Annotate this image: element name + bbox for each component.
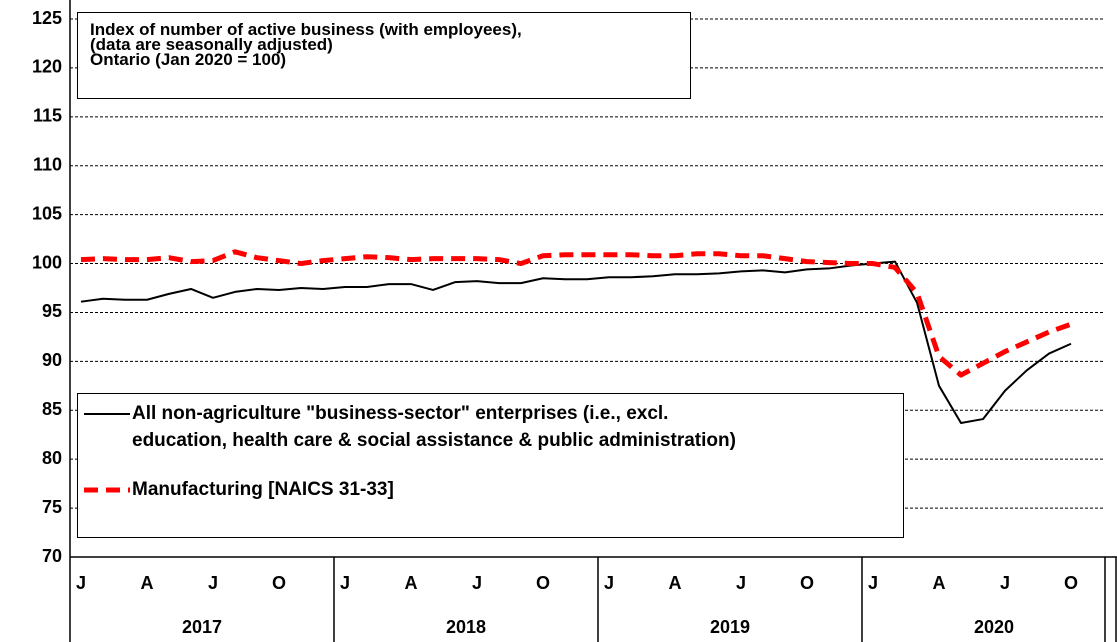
year-label: 2017	[182, 617, 222, 637]
y-tick-label: 85	[42, 399, 62, 419]
x-tick-label: J	[208, 573, 218, 593]
y-tick-label: 70	[42, 546, 62, 566]
y-tick-label: 125	[32, 8, 62, 28]
x-tick-label: O	[1064, 573, 1078, 593]
x-tick-label: A	[933, 573, 946, 593]
y-tick-label: 115	[33, 106, 62, 126]
x-tick-label: A	[669, 573, 682, 593]
legend: All non-agriculture "business-sector" en…	[77, 393, 904, 538]
title-box: Index of number of active business (with…	[77, 12, 691, 99]
year-label: 2020	[974, 617, 1014, 637]
x-tick-label: A	[141, 573, 154, 593]
y-tick-label: 80	[42, 448, 62, 468]
x-tick-label: O	[800, 573, 814, 593]
x-tick-label: J	[472, 573, 482, 593]
y-tick-label: 105	[32, 203, 62, 223]
x-tick-label: J	[1000, 573, 1010, 593]
y-tick-label: 90	[42, 350, 62, 370]
x-tick-label: J	[868, 573, 878, 593]
x-tick-label: O	[536, 573, 550, 593]
x-tick-label: A	[405, 573, 418, 593]
y-tick-label: 95	[42, 301, 62, 321]
y-tick-label: 110	[33, 154, 62, 174]
x-tick-label: J	[340, 573, 350, 593]
y-tick-label: 120	[32, 57, 62, 77]
x-tick-label: J	[76, 573, 86, 593]
y-tick-label: 75	[42, 497, 62, 517]
legend-swatches	[84, 413, 130, 493]
legend-label: All non-agriculture "business-sector" en…	[132, 403, 736, 451]
year-label: 2018	[446, 617, 486, 637]
year-label: 2019	[710, 617, 750, 637]
y-tick-label: 100	[32, 252, 62, 272]
x-tick-label: J	[736, 573, 746, 593]
chart-title: Index of number of active business (with…	[90, 20, 522, 69]
x-tick-label: J	[604, 573, 614, 593]
series-line	[80, 249, 1072, 378]
x-tick-label: O	[272, 573, 286, 593]
legend-label: Manufacturing [NAICS 31-33]	[132, 479, 394, 500]
